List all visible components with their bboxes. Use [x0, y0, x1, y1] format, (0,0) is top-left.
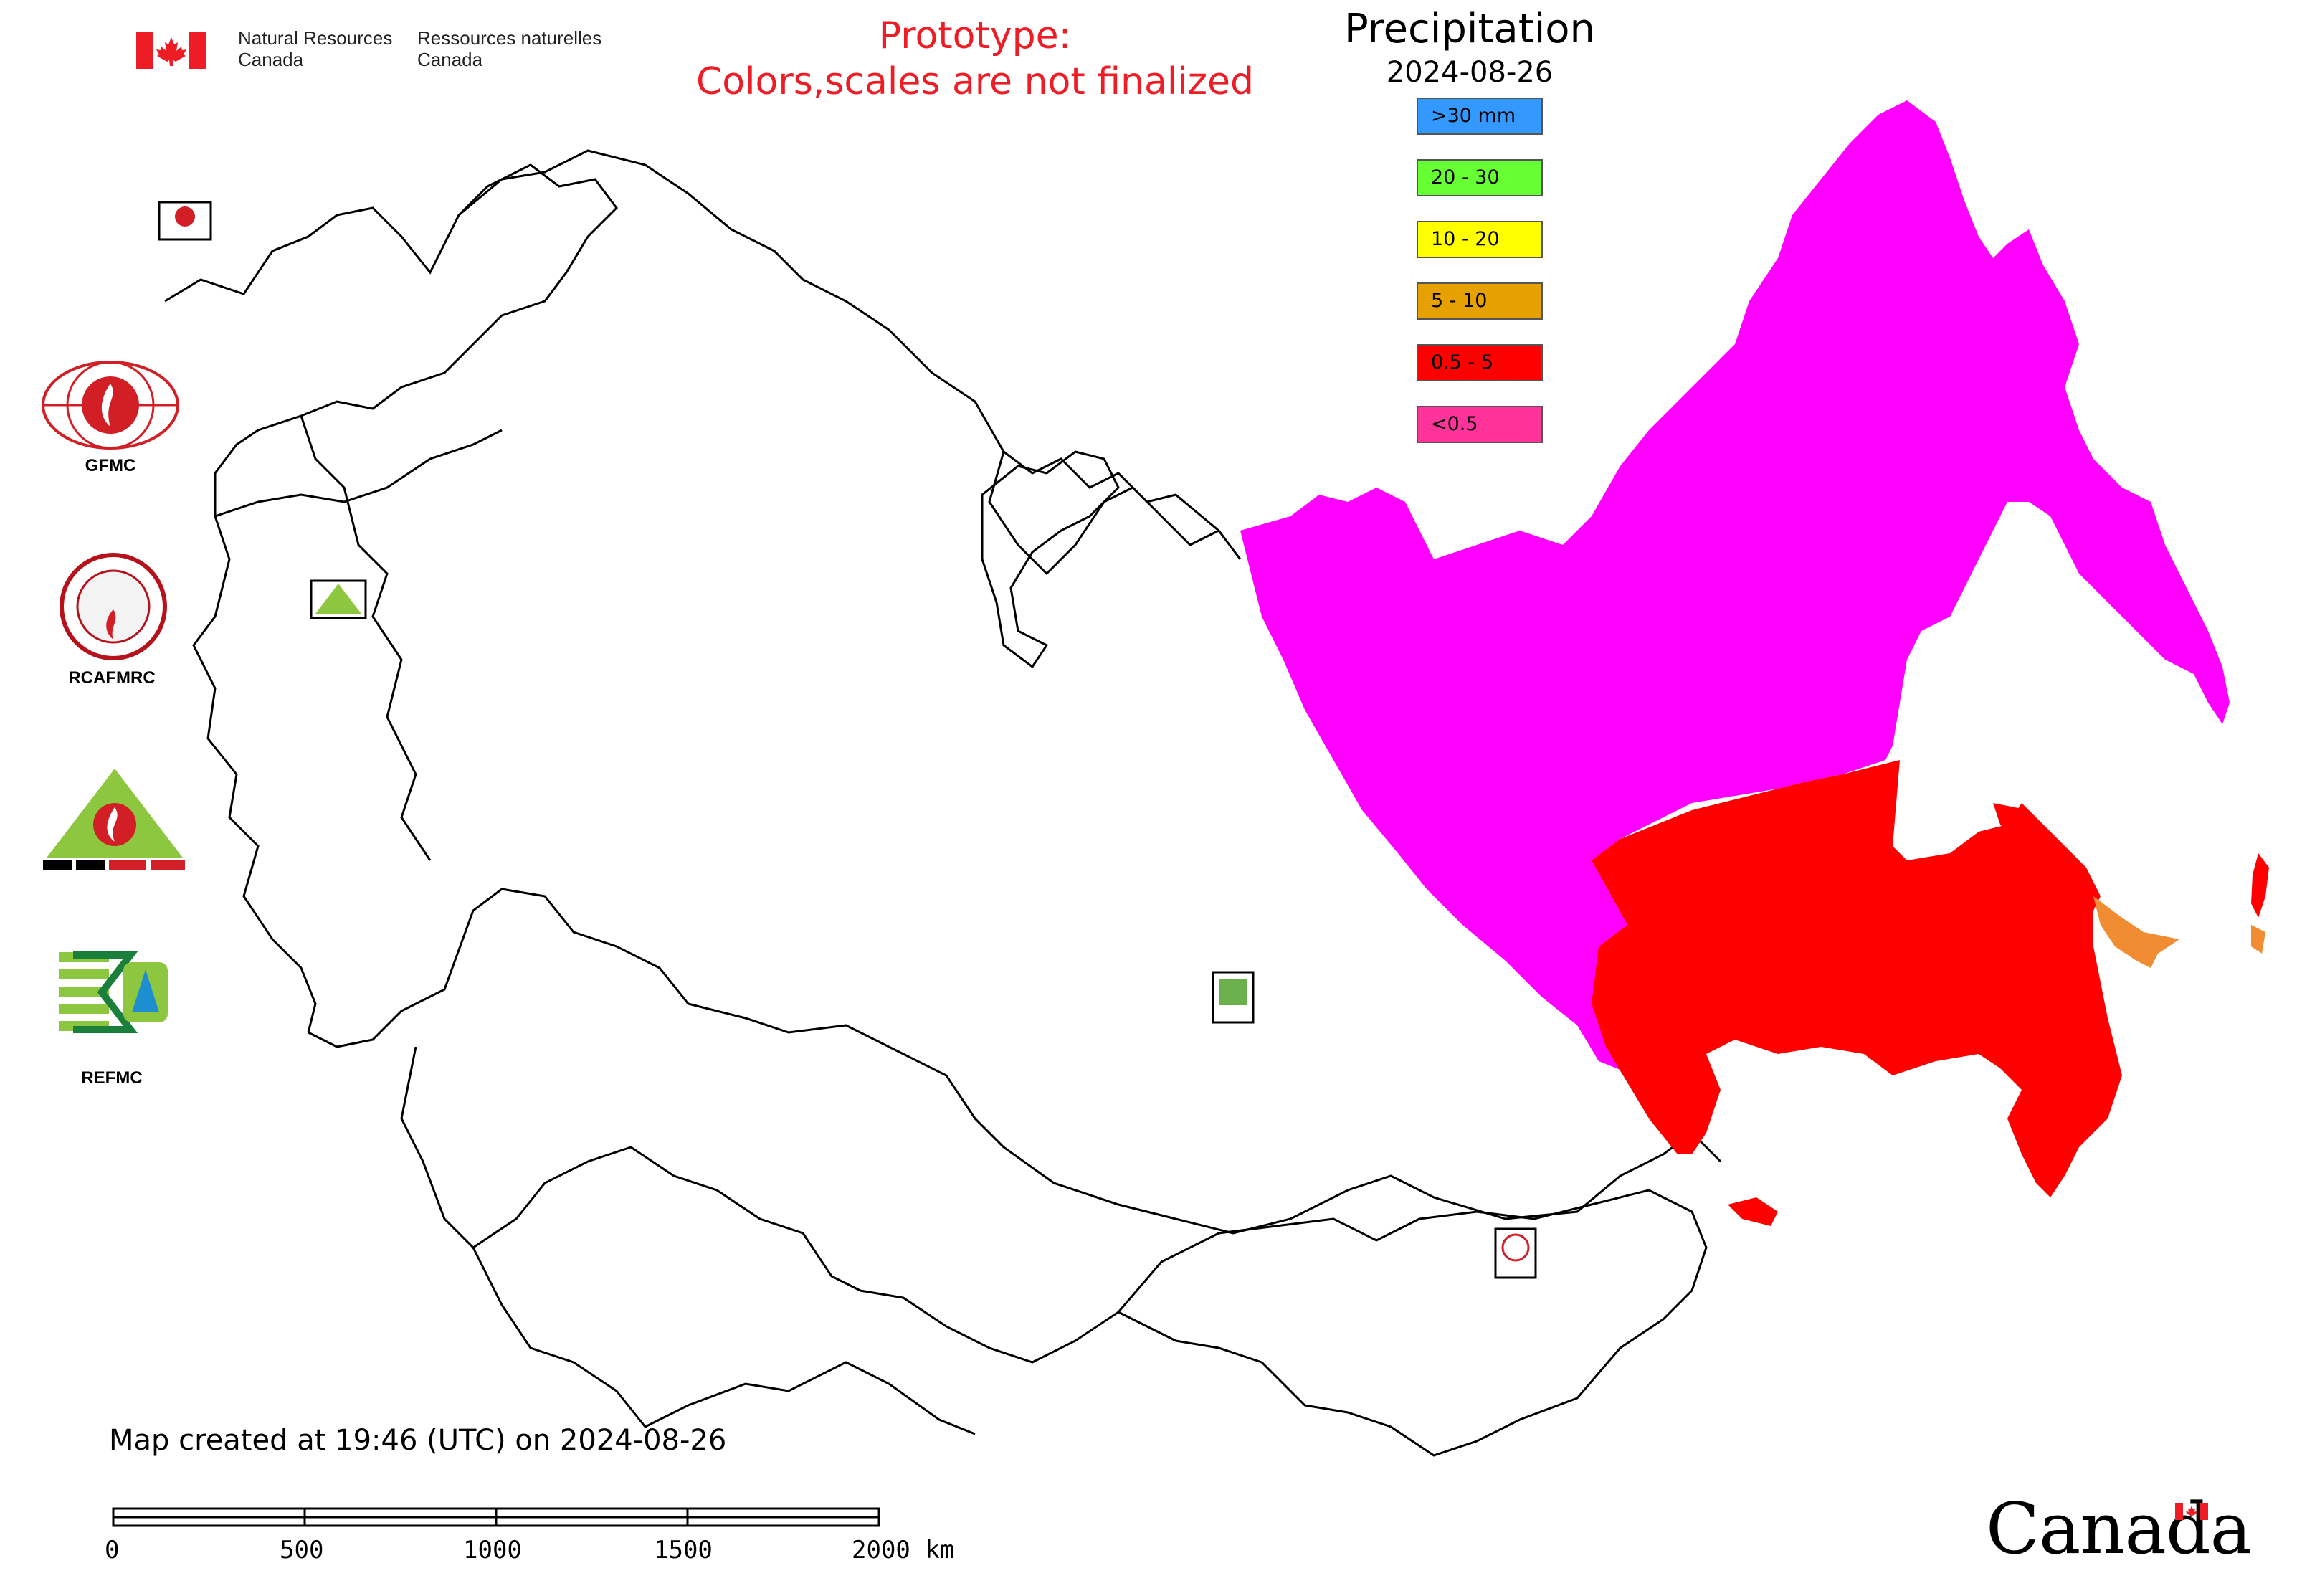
legend-item-label: 20 - 30 — [1431, 166, 1500, 189]
rcafmrc-map-marker-icon — [1501, 1233, 1530, 1262]
legend-item-label: >30 mm — [1431, 105, 1516, 127]
scale-bar — [112, 1507, 880, 1527]
dept-en-line2: Canada — [238, 49, 304, 70]
legend-date: 2024-08-26 — [1386, 56, 1554, 89]
gfmc-label: GFMC — [85, 456, 136, 475]
refmc-map-marker-icon — [1219, 979, 1247, 1005]
refmc-label: REFMC — [81, 1068, 143, 1088]
legend-item-label: 0.5 - 5 — [1431, 351, 1494, 374]
canada-wordmark: Canada — [1986, 1488, 2252, 1570]
country-borders — [164, 149, 1722, 1457]
dept-en-line1: Natural Resources — [238, 27, 393, 49]
scale-tick-label: 0 — [105, 1536, 120, 1564]
scale-tick-label: 1000 — [463, 1536, 522, 1564]
scale-tick-label: 1500 — [654, 1536, 713, 1564]
prototype-line1: Prototype: — [878, 14, 1072, 57]
gfmc-logo-icon — [42, 361, 179, 450]
rcafmrc-logo-icon — [60, 553, 167, 660]
reefmc-map-marker-icon — [315, 584, 361, 614]
dept-fr-line2: Canada — [417, 49, 483, 70]
legend-item: 10 - 20 — [1417, 221, 1543, 258]
legend-item: 20 - 30 — [1417, 159, 1543, 196]
rcafmrc-map-marker — [1494, 1227, 1537, 1279]
reefmc-logo-icon — [40, 769, 189, 872]
scale-tick-label: 2000 km — [852, 1536, 955, 1564]
gfmc-map-marker-icon — [175, 206, 195, 227]
prototype-line2: Colors,scales are not finalized — [695, 60, 1255, 103]
legend-title: Precipitation — [1343, 6, 1596, 52]
map-created-timestamp: Map created at 19:46 (UTC) on 2024-08-26 — [109, 1424, 727, 1457]
department-name-fr: Ressources naturelles Canada — [417, 27, 601, 70]
legend-item-label: 5 - 10 — [1431, 290, 1488, 312]
department-name-en: Natural Resources Canada — [238, 27, 392, 70]
legend-item-label: 10 - 20 — [1431, 228, 1500, 250]
prototype-warning: Prototype: Colors,scales are not finaliz… — [660, 13, 1290, 105]
rcafmrc-label: RCAFMRC — [68, 668, 156, 688]
region-no-precip — [1240, 100, 2230, 1075]
legend-item: 5 - 10 — [1417, 282, 1543, 320]
region-light-precip-kamchatka — [1993, 803, 2101, 911]
legend-item-label: <0.5 — [1431, 413, 1478, 435]
refmc-logo-icon — [59, 948, 171, 1037]
scale-tick-label: 500 — [280, 1536, 324, 1564]
region-light-precip — [1592, 760, 2122, 1197]
dept-fr-line1: Ressources naturelles — [417, 27, 602, 49]
region-moderate-precip — [2093, 896, 2179, 968]
canada-flag-icon — [136, 32, 206, 69]
legend-item: >30 mm — [1417, 98, 1543, 135]
legend-item: <0.5 — [1417, 406, 1543, 443]
legend-item: 0.5 - 5 — [1417, 344, 1543, 381]
region-moderate-precip-island — [2251, 925, 2265, 954]
wordmark-flag-icon — [2175, 1503, 2208, 1520]
